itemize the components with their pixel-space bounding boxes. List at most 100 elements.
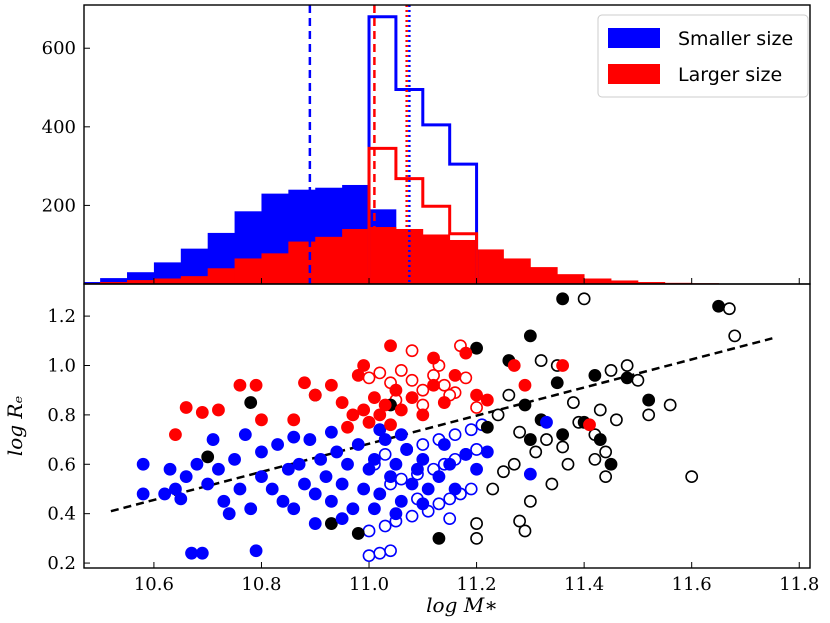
data-point <box>201 477 215 491</box>
data-point <box>341 420 354 434</box>
step-histogram <box>367 15 479 284</box>
data-point <box>604 364 618 377</box>
data-point <box>427 378 440 392</box>
x-tick-label: 11.8 <box>779 574 819 595</box>
y-tick-label: 1.0 <box>47 355 76 376</box>
data-point <box>324 517 338 530</box>
data-point <box>233 378 247 392</box>
legend-swatch <box>608 28 660 48</box>
data-point <box>174 492 188 506</box>
data-point <box>470 462 483 476</box>
data-point <box>384 418 397 432</box>
data-point <box>437 438 451 451</box>
data-point <box>373 408 387 422</box>
data-point <box>523 494 537 508</box>
data-point <box>443 457 457 471</box>
data-point <box>308 487 322 501</box>
data-point <box>400 443 414 456</box>
hist-bar <box>315 236 343 284</box>
data-point <box>523 433 537 446</box>
data-point <box>480 420 494 434</box>
data-point <box>394 472 408 486</box>
data-point <box>394 428 408 442</box>
data-point <box>459 447 473 461</box>
data-point <box>298 376 311 390</box>
data-point <box>384 339 397 353</box>
data-point <box>432 497 446 511</box>
data-point <box>287 430 301 444</box>
data-point <box>298 477 311 491</box>
data-point <box>610 413 623 427</box>
hist-bar <box>100 282 128 284</box>
data-point <box>351 438 365 451</box>
data-point <box>378 398 392 412</box>
data-point <box>459 371 473 385</box>
data-point <box>373 487 387 501</box>
hist-bar <box>637 282 666 284</box>
data-point <box>545 477 559 491</box>
data-point <box>249 544 263 558</box>
data-point <box>486 482 500 496</box>
data-point <box>620 359 634 372</box>
data-point <box>394 494 408 508</box>
data-point <box>362 549 376 563</box>
data-point <box>712 299 725 313</box>
data-point <box>577 292 591 306</box>
data-point <box>255 470 268 484</box>
hist-bar <box>84 282 101 284</box>
hist-bar <box>127 272 155 284</box>
data-point <box>324 425 338 439</box>
data-point <box>556 359 570 372</box>
data-point <box>583 418 596 432</box>
y-tick-label: 0.6 <box>47 454 76 475</box>
data-point <box>550 376 564 390</box>
x-tick-label: 11.0 <box>349 574 389 595</box>
hist-bar <box>530 267 558 284</box>
data-point <box>373 546 387 560</box>
legend-label: Larger size <box>678 64 782 86</box>
data-point <box>513 425 526 439</box>
data-point <box>593 433 607 446</box>
x-tick-label: 11.2 <box>457 574 497 595</box>
data-point <box>464 482 478 496</box>
data-point <box>351 368 365 382</box>
data-point <box>179 470 193 484</box>
legend-label: Smaller size <box>678 28 793 50</box>
data-point <box>405 509 419 523</box>
data-point <box>421 482 435 496</box>
data-point <box>362 462 376 476</box>
data-point <box>556 428 570 442</box>
data-point <box>287 502 301 516</box>
data-point <box>201 450 215 464</box>
data-point <box>255 445 268 459</box>
data-point <box>287 413 301 427</box>
data-point <box>190 457 204 471</box>
data-point <box>518 398 532 412</box>
data-point <box>265 482 279 496</box>
data-point <box>507 359 521 372</box>
data-point <box>136 457 150 471</box>
x-tick-label: 11.4 <box>564 574 604 595</box>
x-tick-label: 10.6 <box>134 574 174 595</box>
histogram-plot-area <box>84 5 746 284</box>
data-point <box>540 415 553 429</box>
data-point <box>195 546 209 560</box>
data-point <box>448 368 462 382</box>
data-point <box>341 457 354 471</box>
data-point <box>330 445 344 459</box>
data-point <box>437 396 451 409</box>
data-point <box>357 403 371 417</box>
data-point <box>389 457 403 471</box>
data-point <box>416 497 430 511</box>
hist-bar <box>449 239 477 284</box>
hist-bar <box>153 278 182 284</box>
data-point <box>308 517 322 530</box>
data-point <box>599 470 613 484</box>
data-point <box>405 391 419 404</box>
data-point <box>389 507 403 521</box>
y-tick-label: 0.4 <box>47 504 76 525</box>
y-tick-label: 600 <box>42 38 76 59</box>
data-point <box>212 462 225 476</box>
data-point <box>362 524 376 538</box>
hist-bar <box>207 268 235 284</box>
